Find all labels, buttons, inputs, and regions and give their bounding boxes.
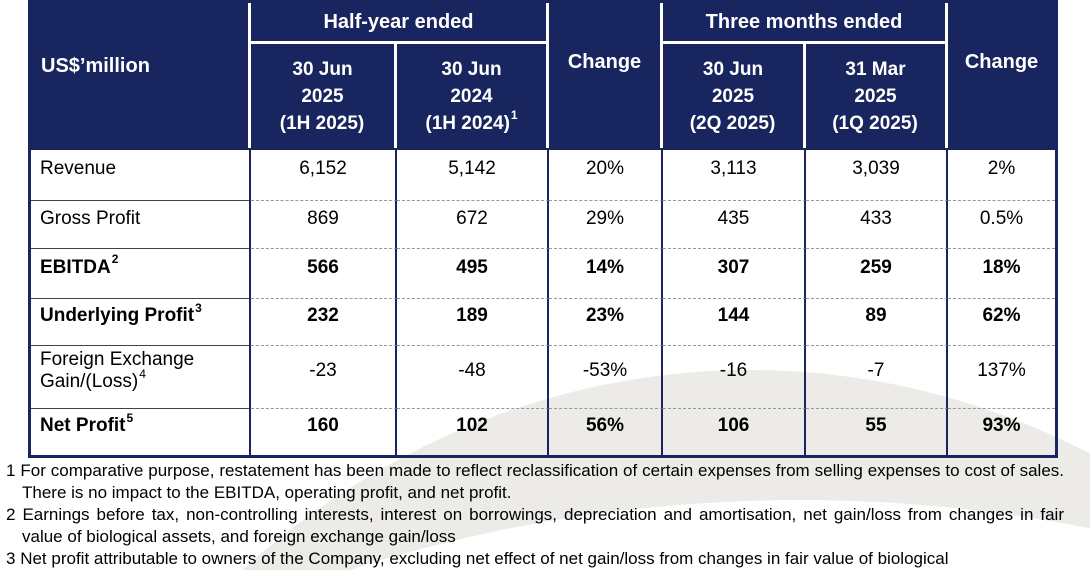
footnote-text: Net profit attributable to owners of the… — [20, 549, 949, 568]
footnote-ref: 2 — [111, 252, 119, 267]
half-year-group-header: Half-year ended — [251, 3, 549, 44]
financial-results-table: US$’million Half-year ended Change Three… — [28, 0, 1058, 458]
value-cell: 3,039 — [806, 148, 948, 200]
value-cell: 55 — [806, 408, 948, 455]
row-label-text: EBITDA — [40, 256, 111, 278]
value-cell: 0.5% — [948, 200, 1055, 248]
value-cell: 189 — [397, 298, 549, 345]
value-cell: 137% — [948, 345, 1055, 408]
column-header-1h2024: 30 Jun 2024 (1H 2024)1 — [397, 44, 549, 148]
footnote-ref: 1 — [510, 108, 518, 123]
three-months-group-label: Three months ended — [705, 10, 903, 33]
value-cell: 89 — [806, 298, 948, 345]
value-cell: 56% — [549, 408, 663, 455]
period-line: 2025 — [711, 85, 755, 107]
three-months-group-header: Three months ended — [663, 3, 948, 44]
value-cell: 20% — [549, 148, 663, 200]
column-header-2q2025: 30 Jun 2025 (2Q 2025) — [663, 44, 806, 148]
footnote-3: 3 Net profit attributable to owners of t… — [6, 548, 1064, 570]
period-line: 30 Jun — [702, 58, 764, 80]
value-cell: 6,152 — [251, 148, 397, 200]
value-cell: -23 — [251, 345, 397, 408]
change-label: Change — [567, 51, 642, 73]
footnotes: 1 For comparative purpose, restatement h… — [6, 460, 1064, 570]
value-cell: 433 — [806, 200, 948, 248]
value-cell: 869 — [251, 200, 397, 248]
value-cell: 106 — [663, 408, 806, 455]
footnote-ref: 3 — [195, 300, 202, 315]
period-line: (2Q 2025) — [689, 112, 776, 134]
value-cell: 5,142 — [397, 148, 549, 200]
period-line: 2025 — [854, 85, 897, 107]
value-cell: -53% — [549, 345, 663, 408]
footnote-number: 2 — [6, 505, 16, 524]
value-cell: 259 — [806, 248, 948, 298]
footnote-number: 3 — [6, 549, 16, 568]
row-label: Foreign Exchange Gain/(Loss)4 — [31, 345, 251, 408]
value-cell: 3,113 — [663, 148, 806, 200]
period-line: (1H 2024)1 — [425, 108, 518, 134]
value-cell: 2% — [948, 148, 1055, 200]
value-cell: -7 — [806, 345, 948, 408]
value-cell: 160 — [251, 408, 397, 455]
period-line: 2025 — [301, 85, 344, 107]
value-cell: 495 — [397, 248, 549, 298]
value-cell: 102 — [397, 408, 549, 455]
value-cell: 18% — [948, 248, 1055, 298]
change-header-quarter: Change — [948, 3, 1055, 148]
period-line: 30 Jun — [441, 58, 502, 80]
row-label-text: Foreign Exchange Gain/(Loss) — [40, 349, 195, 392]
unit-header-cell: US$’million — [31, 3, 251, 148]
period-line: 30 Jun — [292, 58, 353, 80]
row-label-text: Revenue — [40, 158, 117, 179]
value-cell: 14% — [549, 248, 663, 298]
value-cell: 29% — [549, 200, 663, 248]
footnote-ref: 5 — [126, 410, 134, 425]
value-cell: 144 — [663, 298, 806, 345]
footnote-ref: 4 — [139, 366, 146, 381]
column-header-1h2025: 30 Jun 2025 (1H 2025) — [251, 44, 397, 148]
row-label: Gross Profit — [31, 200, 251, 248]
row-label-text: Net Profit — [40, 415, 126, 436]
footnote-text: For comparative purpose, restatement has… — [20, 461, 1064, 502]
row-label-text: Underlying Profit — [40, 305, 195, 326]
period-line: 2024 — [450, 85, 493, 107]
value-cell: 566 — [251, 248, 397, 298]
column-header-1q2025: 31 Mar 2025 (1Q 2025) — [806, 44, 948, 148]
footnote-number: 1 — [6, 461, 16, 480]
value-cell: 62% — [948, 298, 1055, 345]
change-label: Change — [964, 51, 1039, 73]
value-cell: 307 — [663, 248, 806, 298]
footnote-text: Earnings before tax, non-controlling int… — [22, 505, 1064, 546]
row-label: EBITDA2 — [31, 248, 251, 298]
row-label: Net Profit5 — [31, 408, 251, 455]
change-header-halfyear: Change — [549, 3, 663, 148]
value-cell: 672 — [397, 200, 549, 248]
value-cell: -16 — [663, 345, 806, 408]
period-line: (1Q 2025) — [832, 112, 918, 134]
value-cell: 23% — [549, 298, 663, 345]
row-label: Revenue — [31, 148, 251, 200]
period-line: (1H 2025) — [279, 112, 365, 134]
value-cell: 93% — [948, 408, 1055, 455]
value-cell: 435 — [663, 200, 806, 248]
value-cell: -48 — [397, 345, 549, 408]
half-year-group-label: Half-year ended — [323, 10, 474, 33]
footnote-1: 1 For comparative purpose, restatement h… — [6, 460, 1064, 504]
footnote-2: 2 Earnings before tax, non-controlling i… — [6, 504, 1064, 548]
value-cell: 232 — [251, 298, 397, 345]
unit-label: US$’million — [41, 55, 150, 77]
period-line: 31 Mar — [845, 58, 906, 80]
row-label: Underlying Profit3 — [31, 298, 251, 345]
row-label-text: Gross Profit — [40, 207, 141, 229]
